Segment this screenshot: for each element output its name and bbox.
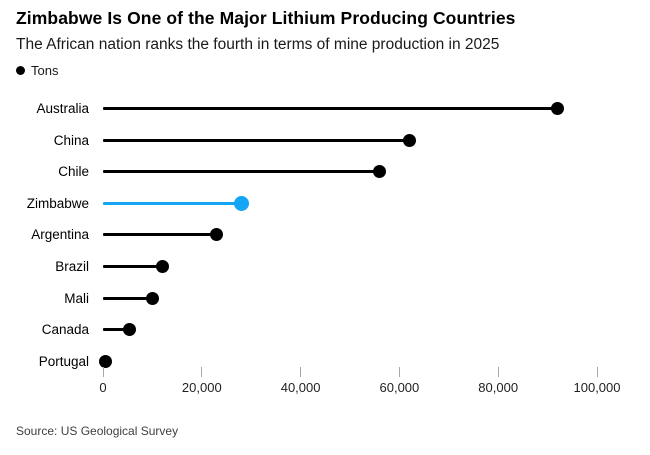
lollipop-line: [103, 138, 410, 142]
chart-row-portugal: Portugal: [16, 345, 634, 377]
axis-tick-label: 100,000: [573, 380, 621, 395]
row-track: [103, 219, 634, 251]
page-title: Zimbabwe Is One of the Major Lithium Pro…: [16, 8, 516, 28]
row-track: [98, 345, 634, 377]
lollipop-dot: [402, 133, 416, 147]
axis-tick-label: 0: [99, 380, 107, 395]
source-note: Source: US Geological Survey: [16, 424, 179, 438]
chart-row-canada: Canada: [16, 314, 634, 346]
lollipop-line: [103, 328, 130, 332]
axis-tick-mark: [201, 367, 203, 377]
row-track: [103, 282, 634, 314]
chart-row-argentina: Argentina: [16, 219, 634, 251]
axis-tick-mark: [497, 367, 499, 377]
axis-tick-label: 20,000: [181, 380, 222, 395]
row-label: Argentina: [31, 227, 89, 243]
chart-subtitle: The African nation ranks the fourth in t…: [16, 36, 500, 53]
lollipop-dot: [122, 323, 136, 337]
row-track: [103, 156, 634, 188]
chart-row-mali: Mali: [16, 282, 634, 314]
row-label: Chile: [58, 164, 89, 180]
chart-plot-area: Australia China Chile Zimbabwe Argentina Braz…: [16, 93, 634, 377]
lollipop-dot: [551, 102, 564, 116]
lollipop-dot: [373, 165, 387, 179]
axis-tick-mark: [300, 367, 302, 377]
row-track: [103, 251, 634, 283]
chart-row-chile: Chile: [16, 156, 634, 188]
legend-dot-icon: [16, 66, 25, 75]
axis-tick-label: 60,000: [379, 380, 420, 395]
lollipop-dot: [145, 291, 159, 305]
lollipop-line: [103, 233, 217, 237]
row-track: [103, 125, 634, 157]
axis-tick-label: 40,000: [280, 380, 321, 395]
row-track: [103, 93, 634, 125]
lollipop-line: [103, 201, 242, 205]
legend-label: Tons: [31, 63, 59, 78]
chart-row-china: China: [16, 125, 634, 157]
chart-row-brazil: Brazil: [16, 251, 634, 283]
axis-tick-mark: [596, 367, 598, 377]
lollipop-line: [103, 265, 163, 268]
lollipop-dot: [233, 195, 249, 211]
lollipop-line: [103, 107, 558, 111]
chart-row-australia: Australia: [16, 93, 634, 125]
row-label: Canada: [41, 322, 89, 338]
lollipop-dot: [210, 228, 224, 242]
row-track: [103, 188, 634, 220]
row-label: Brazil: [55, 259, 89, 274]
lollipop-dot: [98, 354, 112, 368]
row-label: Portugal: [38, 353, 89, 369]
x-axis: 0 20,000 40,000 60,000 80,000 100,000: [99, 367, 643, 399]
lollipop-line: [103, 296, 153, 300]
axis-tick-label: 80,000: [478, 380, 519, 395]
legend: Tons: [16, 63, 58, 78]
row-track: [103, 314, 634, 346]
lollipop-line: [103, 170, 380, 174]
row-label: Australia: [36, 101, 89, 117]
lollipop-dot: [155, 260, 169, 273]
row-label: China: [53, 132, 89, 148]
axis-tick-mark: [102, 367, 104, 377]
row-label: Zimbabwe: [26, 195, 89, 211]
row-label: Mali: [64, 290, 89, 306]
axis-tick-mark: [398, 367, 400, 377]
chart-row-zimbabwe: Zimbabwe: [16, 188, 634, 220]
